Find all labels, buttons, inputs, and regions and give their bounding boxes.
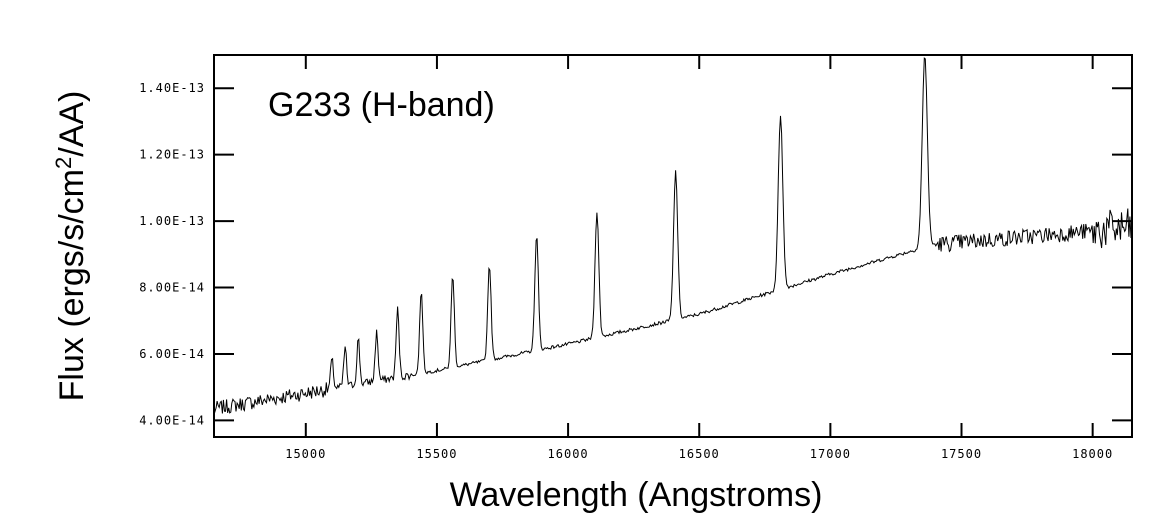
x-tick-label: 17000 bbox=[810, 447, 851, 461]
x-tick-label: 16500 bbox=[679, 447, 720, 461]
x-tick-label: 18000 bbox=[1072, 447, 1113, 461]
y-tick-label: 6.00E-14 bbox=[139, 347, 205, 361]
y-ticks: 4.00E-14 6.00E-14 8.00E-14 1.00E-13 1.20E-13… bbox=[139, 81, 1132, 427]
x-ticks: 15000 15500 16000 16500 17000 17500 18000 bbox=[285, 55, 1113, 461]
x-tick-label: 17500 bbox=[941, 447, 982, 461]
x-tick-label: 15500 bbox=[416, 447, 457, 461]
y-tick-label: 1.00E-13 bbox=[139, 214, 205, 228]
y-tick-label: 1.40E-13 bbox=[139, 81, 205, 95]
x-tick-label: 16000 bbox=[548, 447, 589, 461]
y-tick-label: 4.00E-14 bbox=[139, 413, 205, 427]
y-axis-label-superscript: 2 bbox=[51, 157, 76, 169]
chart-title: G233 (H-band) bbox=[268, 86, 495, 124]
plot-frame bbox=[213, 54, 1133, 438]
y-tick-label: 1.20E-13 bbox=[139, 148, 205, 162]
y-axis-label-end: /AA) bbox=[53, 91, 91, 157]
x-tick-label: 15000 bbox=[285, 447, 326, 461]
y-axis-label-main: Flux (ergs/s/cm bbox=[53, 169, 91, 401]
x-axis-label: Wavelength (Angstroms) bbox=[450, 476, 823, 514]
y-tick-label: 8.00E-14 bbox=[139, 281, 205, 295]
spectrum-line bbox=[213, 57, 1133, 414]
y-axis-label: Flux (ergs/s/cm2/AA) bbox=[51, 91, 91, 402]
